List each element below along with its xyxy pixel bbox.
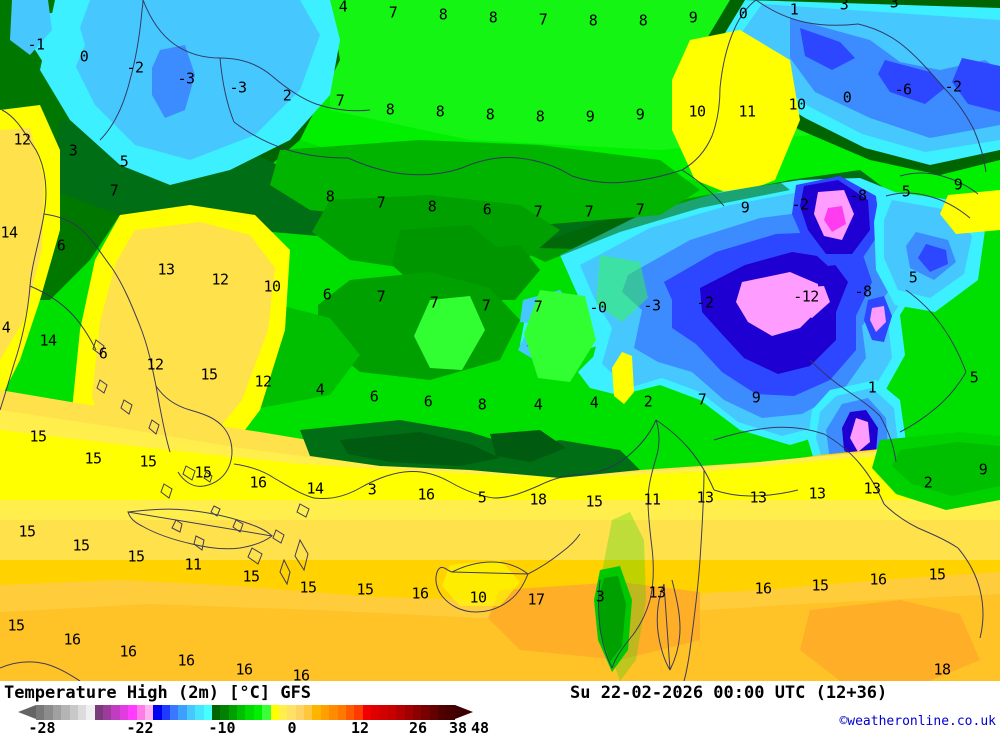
colorbar-swatch bbox=[304, 705, 313, 720]
colorbar-swatch bbox=[270, 705, 279, 720]
plot-title: Temperature High (2m) [°C] GFS bbox=[4, 683, 312, 703]
colorbar-tick-label: -22 bbox=[126, 719, 154, 733]
colorbar-swatch bbox=[404, 705, 413, 720]
colorbar-tick-label: 26 bbox=[408, 719, 428, 733]
colorbar-swatch bbox=[287, 705, 296, 720]
colorbar-swatch bbox=[337, 705, 346, 720]
colorbar-swatch bbox=[354, 705, 363, 720]
colorbar-swatch bbox=[295, 705, 304, 720]
colorbar-swatch bbox=[61, 705, 70, 720]
colorbar-swatch bbox=[329, 705, 338, 720]
colorbar-swatch bbox=[371, 705, 380, 720]
colorbar-swatch bbox=[211, 705, 221, 720]
map-contour-canvas bbox=[0, 0, 1000, 681]
colorbar-swatch bbox=[36, 705, 45, 720]
colorbar-swatch bbox=[345, 705, 355, 720]
colorbar-swatch bbox=[446, 705, 455, 720]
colorbar-swatch bbox=[396, 705, 405, 720]
colorbar-swatch bbox=[362, 705, 371, 720]
colorbar-swatch bbox=[86, 705, 95, 720]
colorbar-swatch bbox=[111, 705, 120, 720]
colorbar-swatch bbox=[69, 705, 78, 720]
colorbar-swatch bbox=[119, 705, 129, 720]
colorbar-swatch bbox=[186, 705, 196, 720]
colorbar-swatch bbox=[170, 705, 179, 720]
colorbar-tick-label: 48 bbox=[470, 719, 490, 733]
colorbar-swatch bbox=[278, 705, 288, 720]
colorbar-swatch bbox=[153, 705, 162, 720]
colorbar-swatch bbox=[387, 705, 397, 720]
colorbar-swatch bbox=[103, 705, 112, 720]
colorbar-tick-labels: -28 -22 -10 0 12 26 38 48 bbox=[0, 719, 489, 733]
colorbar-swatch bbox=[220, 705, 229, 720]
colorbar-swatch bbox=[128, 705, 137, 720]
colorbar-swatch bbox=[253, 705, 263, 720]
colorbar-swatch bbox=[320, 705, 330, 720]
colorbar-swatch bbox=[438, 705, 447, 720]
colorbar-swatch bbox=[161, 705, 170, 720]
colorbar-high-cap-icon bbox=[455, 705, 473, 719]
colorbar-swatch bbox=[312, 705, 321, 720]
copyright-credit: ©weatheronline.co.uk bbox=[839, 714, 996, 729]
colorbar-swatch bbox=[245, 705, 254, 720]
colorbar-swatch bbox=[52, 705, 62, 720]
footer-panel: Temperature High (2m) [°C] GFS Su 22-02-… bbox=[0, 681, 1000, 733]
colorbar-swatch bbox=[203, 705, 212, 720]
colorbar-swatch bbox=[379, 705, 388, 720]
colorbar-swatch bbox=[262, 705, 271, 720]
colorbar-tick-label: 12 bbox=[350, 719, 370, 733]
colorbar-tick-label: 38 bbox=[448, 719, 468, 733]
colorbar-swatch bbox=[94, 705, 103, 720]
colorbar-tick-label: -10 bbox=[208, 719, 236, 733]
colorbar-swatch bbox=[412, 705, 422, 720]
colorbar-swatch bbox=[421, 705, 430, 720]
colorbar-swatch bbox=[178, 705, 187, 720]
colorbar-swatches bbox=[36, 705, 455, 720]
colorbar-swatch bbox=[228, 705, 237, 720]
colorbar-tick-label: -28 bbox=[28, 719, 56, 733]
temperature-colorbar bbox=[18, 705, 473, 720]
colorbar-swatch bbox=[136, 705, 145, 720]
colorbar-tick-label: 0 bbox=[287, 719, 297, 733]
colorbar-swatch bbox=[44, 705, 53, 720]
model-run-timestamp: Su 22-02-2026 00:00 UTC (12+36) bbox=[570, 683, 888, 703]
colorbar-low-cap-icon bbox=[18, 705, 36, 719]
colorbar-swatch bbox=[237, 705, 246, 720]
colorbar-swatch bbox=[195, 705, 204, 720]
colorbar-swatch bbox=[77, 705, 87, 720]
colorbar-swatch bbox=[429, 705, 438, 720]
colorbar-swatch bbox=[144, 705, 154, 720]
map-panel[interactable]: -1 0 -2 -3 -3 2 4 7 8 8 7 8 8 9 0 1 3 3 12 3 5 7 8 8 8 8 9 9 10 11 10 0… bbox=[0, 0, 1000, 681]
